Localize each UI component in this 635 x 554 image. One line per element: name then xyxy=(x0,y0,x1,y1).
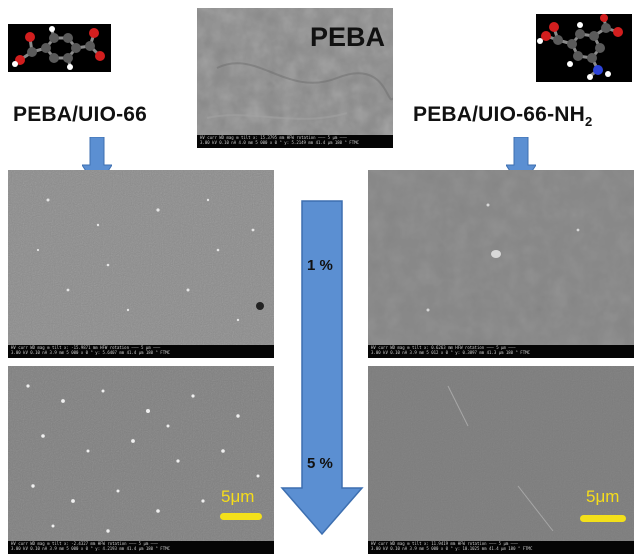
aminoterephthalic-acid-molecule-icon xyxy=(536,14,632,82)
loading-arrow-icon xyxy=(280,200,364,536)
databar-line1: HV curr WD mag ⊞ tilt x: 15.3795 mm HFW … xyxy=(200,135,347,140)
databar-line2: 3.00 kV 0.10 nA 3.9 mm 5 000 x 0 ° y: 4.… xyxy=(11,546,170,551)
label-peba-uio66-nh2-main: PEBA/UIO-66-NH xyxy=(413,103,585,126)
databar-line1: HV curr WD mag ⊞ tilt x: 11.9419 mm HFW … xyxy=(371,541,518,546)
label-peba-uio66: PEBA/UIO-66 xyxy=(13,103,148,126)
loading-5-percent: 5 % xyxy=(307,455,333,472)
loading-1-percent: 1 % xyxy=(307,257,333,274)
sem-image-uio66-1pct: HV curr WD mag ⊞ tilt x: -15.9871 mm HFW… xyxy=(8,170,274,358)
databar-line2: 3.00 kV 0.10 nA 3.9 mm 5 000 x 0 ° y: 5.… xyxy=(11,350,170,355)
label-nh2-subscript: 2 xyxy=(585,114,593,130)
scale-label-5um-right: 5μm xyxy=(586,487,620,506)
sem-image-peba: PEBA HV curr WD mag ⊞ tilt x: 15.3795 mm… xyxy=(197,8,393,148)
sem-databar-uio66-nh2-5pct: HV curr WD mag ⊞ tilt x: 11.9419 mm HFW … xyxy=(368,541,634,554)
databar-line2: 3.00 kV 0.10 nA 4.0 mm 5 000 x 0 ° y: 5.… xyxy=(200,140,359,145)
databar-line2: 3.00 kV 0.10 nA 3.9 mm 5 000 x 0 ° y: 10… xyxy=(371,546,533,551)
sem-databar-uio66-5pct: HV curr WD mag ⊞ tilt x: -2.4327 mm HFW … xyxy=(8,541,274,554)
sem-image-uio66-nh2-5pct: 5μm HV curr WD mag ⊞ tilt x: 11.9419 mm … xyxy=(368,366,634,554)
databar-line1: HV curr WD mag ⊞ tilt x: -15.9871 mm HFW… xyxy=(11,345,161,350)
sem-databar-uio66-nh2-1pct: HV curr WD mag ⊞ tilt x: 0.6263 mm HFW r… xyxy=(368,345,634,358)
scale-label-5um-left: 5μm xyxy=(221,487,255,506)
sem-image-uio66-5pct: 5μm HV curr WD mag ⊞ tilt x: -2.4327 mm … xyxy=(8,366,274,554)
peba-title: PEBA xyxy=(309,22,385,52)
databar-line1: HV curr WD mag ⊞ tilt x: 0.6263 mm HFW r… xyxy=(371,345,516,350)
scale-bar-left xyxy=(220,513,262,520)
sem-image-uio66-nh2-1pct: HV curr WD mag ⊞ tilt x: 0.6263 mm HFW r… xyxy=(368,170,634,358)
databar-line2: 3.00 kV 0.10 nA 3.9 mm 5 012 x 0 ° y: 0.… xyxy=(371,350,530,355)
terephthalic-acid-molecule-icon xyxy=(8,24,111,72)
databar-line1: HV curr WD mag ⊞ tilt x: -2.4327 mm HFW … xyxy=(11,541,158,546)
sem-databar-peba: HV curr WD mag ⊞ tilt x: 15.3795 mm HFW … xyxy=(197,135,393,148)
scale-bar-right xyxy=(580,515,626,522)
label-peba-uio66-nh2: PEBA/UIO-66-NH2 xyxy=(413,103,592,129)
sem-databar-uio66-1pct: HV curr WD mag ⊞ tilt x: -15.9871 mm HFW… xyxy=(8,345,274,358)
